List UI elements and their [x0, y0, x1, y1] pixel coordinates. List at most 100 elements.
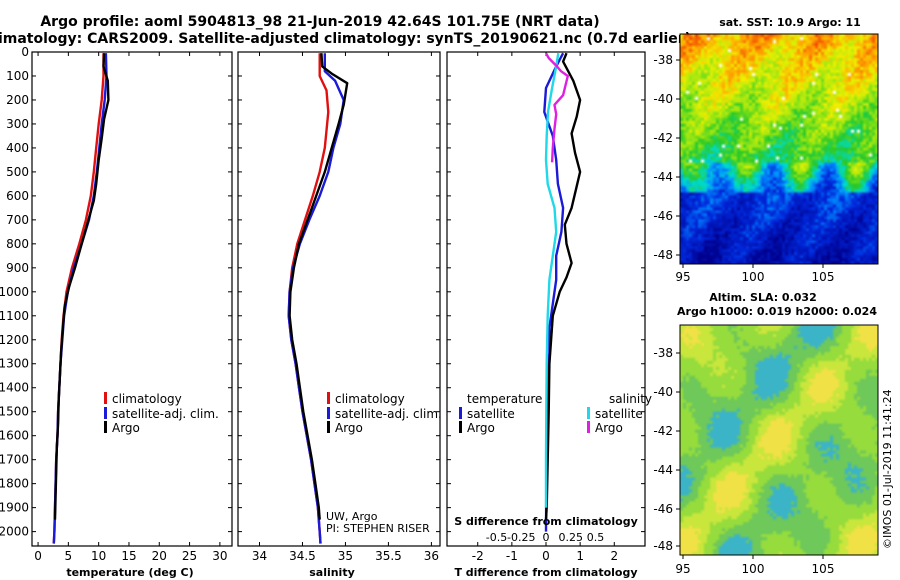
sla-lat-tick-label: -46 — [653, 502, 673, 516]
figure-title-line1: Argo profile: aoml 5904813_98 21-Jun-201… — [40, 14, 599, 30]
x-tick-label: 34.5 — [289, 549, 316, 563]
x-tick-label: 0 — [542, 549, 550, 563]
sla-lat-tick-label: -40 — [653, 385, 673, 399]
series-line-s-satellite — [544, 53, 560, 508]
x-tick-label: -1 — [506, 549, 518, 563]
figure-title-line2: Climatology: CARS2009. Satellite-adjuste… — [0, 31, 691, 47]
difference-panel: -2 -1 0 1 2 — [446, 51, 646, 563]
sst-lon-tick-label: 95 — [675, 270, 690, 284]
sst-lat-tick-label: -38 — [653, 53, 673, 67]
x-tick-label: 1 — [576, 549, 584, 563]
sla-map: -38 -40 -42 -44 -46 -48 95 100 105 — [653, 324, 879, 576]
plot-frame — [31, 51, 233, 547]
sst-lat-tick-label: -48 — [653, 248, 673, 262]
plot-frame — [237, 51, 441, 547]
salinity-panel: 34 34.5 35 35.5 36 — [237, 51, 441, 563]
y-tick-label: 0 — [21, 45, 29, 59]
x-tick-label: 30 — [212, 549, 227, 563]
sst-lat-tick-label: -42 — [653, 131, 673, 145]
legend-argo-swatch — [104, 421, 107, 433]
legend-salinity-title: salinity — [609, 392, 652, 406]
series-line-argo — [53, 53, 110, 520]
sla-heatmap — [680, 325, 878, 555]
s-difference-tick-label: 0.25 — [559, 531, 584, 544]
sst-lat-tick-label: -44 — [653, 170, 673, 184]
legend-climatology-swatch — [104, 392, 107, 404]
y-tick-label: 600 — [6, 189, 29, 203]
sla-map-title-line2: Argo h1000: 0.019 h2000: 0.024 — [677, 305, 877, 318]
salinity-credit-line2: PI: STEPHEN RISER — [326, 522, 430, 535]
y-tick-label: 1600 — [0, 429, 29, 443]
legend-argo-label: Argo — [112, 421, 140, 435]
difference-axis-title: T difference from climatology — [454, 566, 637, 579]
sst-lat-ticks: -38 -40 -42 -44 -46 -48 — [653, 53, 680, 262]
legend-t-satellite-label: satellite — [467, 407, 515, 421]
legend-s-argo-swatch — [587, 421, 590, 433]
sla-lon-tick-label: 105 — [812, 562, 835, 576]
legend-s-satellite-label: satellite — [595, 407, 643, 421]
y-tick-label: 200 — [6, 93, 29, 107]
s-difference-tick-label: 0.5 — [587, 531, 605, 544]
legend-climatology-label: climatology — [112, 392, 182, 406]
y-tick-label: 2000 — [0, 525, 29, 539]
legend-climatology-label: climatology — [335, 392, 405, 406]
series-line-t-argo — [544, 52, 582, 520]
s-difference-tick-label: -0.25 — [507, 531, 535, 544]
sla-lon-tick-label: 100 — [742, 562, 765, 576]
sst-lon-ticks: 95 100 105 — [675, 264, 834, 284]
y-tick-label: 300 — [6, 117, 29, 131]
sla-lat-ticks: -38 -40 -42 -44 -46 -48 — [653, 346, 680, 553]
sla-map-frame — [679, 324, 879, 556]
s-difference-tick-label: -0.5 — [486, 531, 507, 544]
legend-satellite-label: satellite-adj. clim. — [335, 407, 442, 421]
sst-lon-tick-label: 105 — [812, 270, 835, 284]
sst-heatmap — [680, 34, 878, 264]
y-tick-label: 400 — [6, 141, 29, 155]
legend-argo-label: Argo — [335, 421, 363, 435]
legend-t-argo-label: Argo — [467, 421, 495, 435]
temperature-axis-title: temperature (deg C) — [66, 566, 193, 579]
temperature-panel: 0100200300400500600700800900100011001200… — [0, 45, 233, 563]
s-difference-ticks: -0.5 -0.25 0 0.25 0.5 — [486, 531, 604, 544]
y-tick-label: 100 — [6, 69, 29, 83]
legend-t-argo-swatch — [459, 421, 462, 433]
x-tick-label: 20 — [152, 549, 167, 563]
x-tick-label: 5 — [65, 549, 73, 563]
s-difference-tick-label: 0 — [543, 531, 550, 544]
legend-s-satellite-swatch — [587, 407, 590, 419]
series-line-satellite-adj-clim- — [287, 53, 345, 544]
x-tick-label: 36 — [424, 549, 439, 563]
salinity-axis-title: salinity — [309, 566, 355, 579]
legend-satellite-swatch — [327, 407, 330, 419]
sst-map-frame — [679, 33, 879, 265]
x-tick-label: 35.5 — [375, 549, 402, 563]
y-tick-label: 1100 — [0, 309, 29, 323]
y-tick-label: 1500 — [0, 405, 29, 419]
legend-argo-swatch — [327, 421, 330, 433]
y-tick-label: 1000 — [0, 285, 29, 299]
y-tick-label: 500 — [6, 165, 29, 179]
x-tick-label: 34 — [252, 549, 267, 563]
x-tick-label: 15 — [121, 549, 136, 563]
x-tick-label: 10 — [91, 549, 106, 563]
s-difference-axis-title: S difference from climatology — [454, 515, 638, 528]
sla-lat-tick-label: -42 — [653, 424, 673, 438]
legend-satellite-label: satellite-adj. clim. — [112, 407, 219, 421]
y-tick-label: 800 — [6, 237, 29, 251]
temperature-legend: climatology satellite-adj. clim. Argo — [104, 392, 219, 435]
series-line-argo — [288, 53, 349, 520]
sla-lat-tick-label: -38 — [653, 346, 673, 360]
legend-temperature-title: temperature — [467, 392, 542, 406]
x-tick-label: -2 — [472, 549, 484, 563]
y-tick-label: 1800 — [0, 477, 29, 491]
sst-lat-tick-label: -46 — [653, 209, 673, 223]
salinity-credit-line1: UW, Argo — [326, 510, 378, 523]
y-tick-label: 900 — [6, 261, 29, 275]
legend-s-argo-label: Argo — [595, 421, 623, 435]
legend-t-satellite-swatch — [459, 407, 462, 419]
x-tick-label: 25 — [182, 549, 197, 563]
series-line-s-argo — [544, 52, 569, 163]
y-tick-label: 700 — [6, 213, 29, 227]
series-line-climatology — [52, 53, 105, 544]
